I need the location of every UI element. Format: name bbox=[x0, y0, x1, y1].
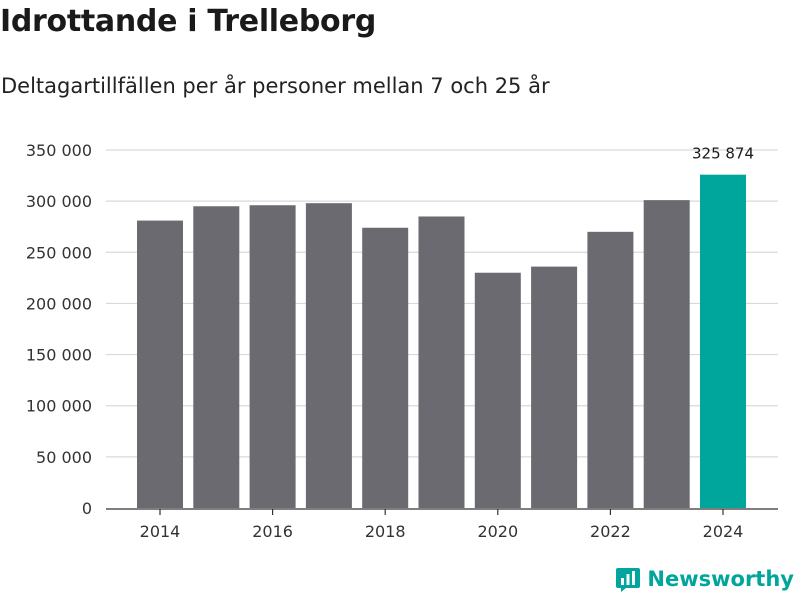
y-tick-label: 250 000 bbox=[26, 243, 92, 262]
y-tick-label: 200 000 bbox=[26, 294, 92, 313]
x-tick-label: 2016 bbox=[252, 522, 293, 541]
bar-2014 bbox=[137, 220, 183, 508]
x-tick-label: 2020 bbox=[477, 522, 518, 541]
x-tick-label: 2022 bbox=[590, 522, 631, 541]
highlight-value-label: 325 874 bbox=[692, 145, 754, 163]
bar-2024 bbox=[700, 174, 746, 509]
x-tick-label: 2024 bbox=[703, 522, 744, 541]
y-tick-label: 50 000 bbox=[36, 448, 92, 467]
y-tick-label: 150 000 bbox=[26, 346, 92, 365]
x-axis-tick-labels: 2014 2016 2018 2020 2022 2024 bbox=[140, 509, 744, 541]
y-tick-label: 0 bbox=[82, 499, 92, 518]
bar-2022 bbox=[587, 231, 634, 509]
y-tick-label: 100 000 bbox=[26, 397, 92, 416]
bar-2020 bbox=[474, 272, 521, 508]
y-tick-label: 300 000 bbox=[26, 192, 92, 211]
bar-chart-logo-icon bbox=[616, 568, 641, 592]
bar-2017 bbox=[305, 203, 352, 508]
bar-2021 bbox=[531, 266, 578, 508]
x-tick-label: 2014 bbox=[140, 522, 181, 541]
brand-logo: Newsworthy bbox=[615, 566, 794, 592]
y-tick-label: 350 000 bbox=[26, 141, 92, 160]
chart-title: Idrottande i Trelleborg bbox=[0, 4, 376, 39]
bar-2016 bbox=[249, 205, 296, 508]
bar-2015 bbox=[193, 206, 240, 508]
x-tick-label: 2018 bbox=[365, 522, 406, 541]
bar-2019 bbox=[418, 216, 465, 508]
bars bbox=[137, 174, 746, 509]
bar-2023 bbox=[643, 200, 690, 508]
bar-2018 bbox=[362, 227, 409, 509]
annotations: 325 874 bbox=[692, 145, 754, 163]
y-axis-tick-labels: 0 50 000 100 000 150 000 200 000 250 000 300 0… bbox=[26, 141, 92, 518]
chart-subtitle: Deltagartillfällen per år personer mella… bbox=[1, 74, 550, 98]
brand-name: Newsworthy bbox=[647, 567, 794, 591]
